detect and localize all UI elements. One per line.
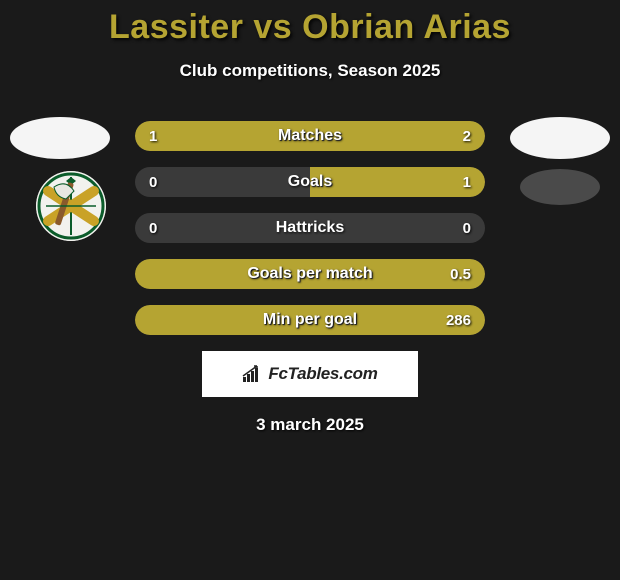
stat-row-goals: 0 Goals 1 — [135, 167, 485, 197]
stat-row-matches: 1 Matches 2 — [135, 121, 485, 151]
stat-value-right: 286 — [446, 305, 471, 335]
stat-label: Hattricks — [135, 213, 485, 243]
team-badge-left — [36, 171, 106, 241]
stat-row-goals-per-match: Goals per match 0.5 — [135, 259, 485, 289]
brand-text: FcTables.com — [268, 364, 377, 384]
player-avatar-right — [510, 117, 610, 159]
stat-row-hattricks: 0 Hattricks 0 — [135, 213, 485, 243]
team-badge-right — [520, 169, 600, 205]
timbers-logo-icon — [36, 171, 106, 241]
stat-label: Min per goal — [135, 305, 485, 335]
comparison-infographic: Lassiter vs Obrian Arias Club competitio… — [0, 0, 620, 435]
stat-value-right: 2 — [463, 121, 471, 151]
stat-value-right: 1 — [463, 167, 471, 197]
stat-row-min-per-goal: Min per goal 286 — [135, 305, 485, 335]
brand-banner: FcTables.com — [202, 351, 418, 397]
player-avatar-left — [10, 117, 110, 159]
content-area: 1 Matches 2 0 Goals 1 0 Hattricks 0 — [0, 121, 620, 435]
stat-value-right: 0 — [463, 213, 471, 243]
subtitle: Club competitions, Season 2025 — [0, 61, 620, 81]
page-title: Lassiter vs Obrian Arias — [0, 0, 620, 47]
stat-value-right: 0.5 — [450, 259, 471, 289]
stat-label: Goals — [135, 167, 485, 197]
date-label: 3 march 2025 — [0, 415, 620, 435]
stat-label: Goals per match — [135, 259, 485, 289]
stats-block: 1 Matches 2 0 Goals 1 0 Hattricks 0 — [135, 121, 485, 335]
stat-label: Matches — [135, 121, 485, 151]
bars-icon — [242, 365, 264, 383]
